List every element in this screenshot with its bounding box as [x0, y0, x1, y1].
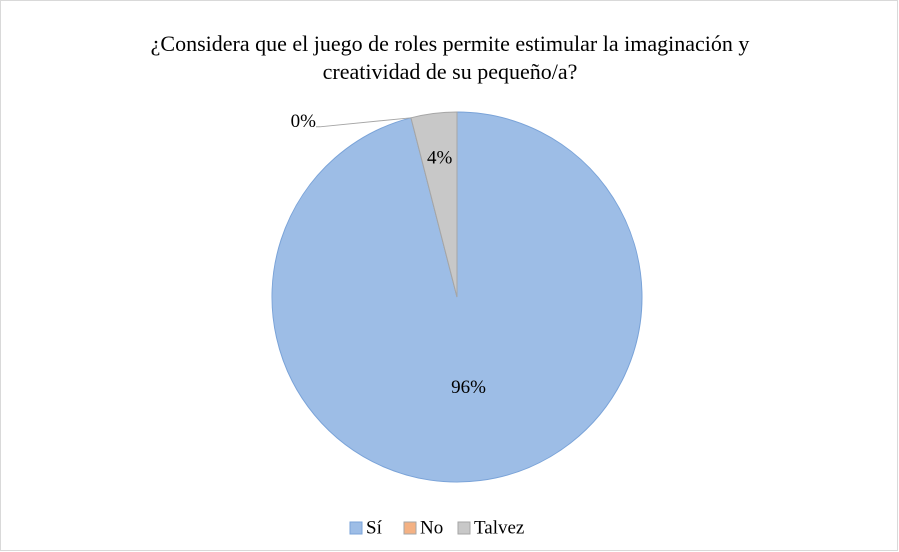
legend-label: No — [420, 517, 443, 538]
leader-line — [315, 117, 412, 128]
legend-swatch — [457, 521, 471, 535]
data-label: 4% — [427, 148, 453, 169]
legend-swatch — [403, 521, 417, 535]
chart-title: ¿Considera que el juego de roles permite… — [150, 31, 750, 84]
data-label: 0% — [291, 111, 317, 132]
legend-label: Sí — [366, 517, 383, 538]
legend-label: Talvez — [474, 517, 524, 538]
legend-swatch — [349, 521, 363, 535]
data-label: 96% — [451, 377, 486, 398]
pie-slice — [410, 111, 458, 298]
